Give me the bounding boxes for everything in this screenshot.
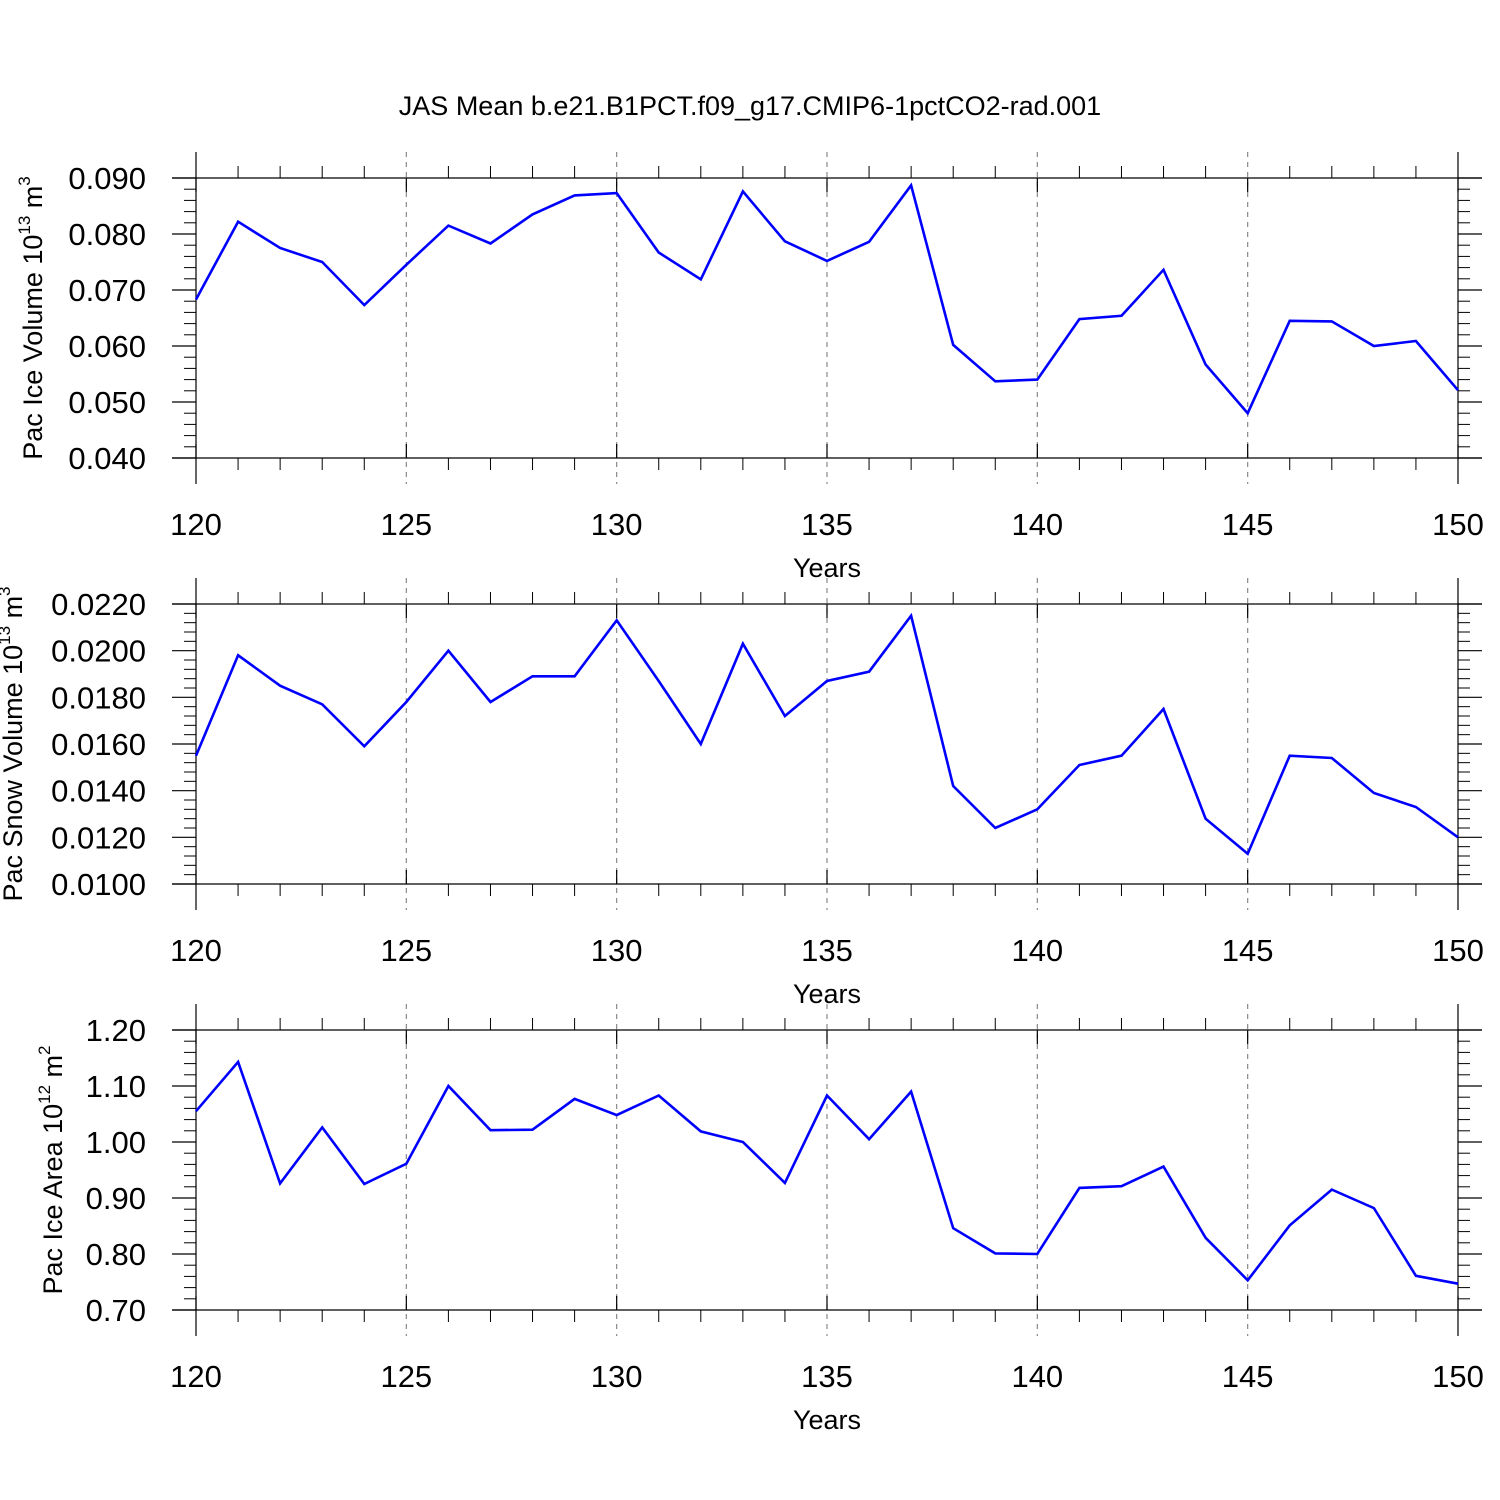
x-tick-label: 150	[1432, 933, 1484, 968]
x-tick-label: 130	[591, 507, 643, 542]
x-tick-label: 145	[1222, 933, 1274, 968]
y-tick-label: 0.0180	[51, 680, 146, 715]
x-tick-label: 140	[1011, 933, 1063, 968]
series-line	[195, 1059, 1459, 1285]
y-tick-label: 0.90	[86, 1181, 146, 1216]
y-tick-label: 0.0220	[51, 587, 146, 622]
x-tick-label: 120	[170, 507, 222, 542]
y-tick-label: 0.090	[68, 161, 146, 196]
chart-panel-3: 0.70 0.80 0.90 1.00 1.10 1.20 120 125 130 135 140 1…	[35, 1004, 1484, 1435]
x-tick-label: 125	[380, 507, 432, 542]
y-tick-label: 0.070	[68, 273, 146, 308]
y-tick-label: 0.080	[68, 217, 146, 252]
y-tick-label: 0.80	[86, 1237, 146, 1272]
chart-panel-2: 0.0100 0.0120 0.0140 0.0160 0.0180 0.0200 0.02…	[0, 578, 1484, 1009]
x-tick-label: 130	[591, 1359, 643, 1394]
y-tick-label: 1.00	[86, 1125, 146, 1160]
x-tick-label: 135	[801, 933, 853, 968]
y-axis-label: Pac Snow Volume 1013 m3	[0, 586, 28, 901]
x-tick-label: 120	[170, 1359, 222, 1394]
series-line	[194, 182, 1459, 416]
x-tick-label: 125	[380, 1359, 432, 1394]
y-tick-label: 0.0160	[51, 727, 146, 762]
x-tick-label: 135	[801, 507, 853, 542]
x-tick-label: 140	[1011, 1359, 1063, 1394]
figure-title: JAS Mean b.e21.B1PCT.f09_g17.CMIP6-1pctC…	[399, 91, 1101, 121]
y-tick-label: 0.060	[68, 329, 146, 364]
y-tick-label: 0.0120	[51, 820, 146, 855]
y-tick-label: 0.0100	[51, 867, 146, 902]
x-tick-label: 150	[1432, 1359, 1484, 1394]
chart-panel-1: 0.040 0.050 0.060 0.070 0.080 0.090 120 125 130 1…	[15, 152, 1484, 583]
y-axis-label: Pac Ice Volume 1013 m3	[15, 176, 48, 460]
x-tick-label: 130	[591, 933, 643, 968]
y-axis-label: Pac Ice Area 1012 m2	[35, 1045, 68, 1294]
x-tick-label: 120	[170, 933, 222, 968]
x-tick-label: 140	[1011, 507, 1063, 542]
x-tick-label: 125	[380, 933, 432, 968]
y-tick-label: 0.040	[68, 441, 146, 476]
y-tick-label: 0.0140	[51, 774, 146, 809]
y-tick-label: 0.70	[86, 1293, 146, 1328]
x-axis-label: Years	[793, 1405, 861, 1435]
x-tick-label: 150	[1432, 507, 1484, 542]
x-tick-label: 145	[1222, 507, 1274, 542]
y-tick-label: 1.20	[86, 1013, 146, 1048]
x-tick-label: 145	[1222, 1359, 1274, 1394]
y-tick-label: 0.0200	[51, 634, 146, 669]
y-tick-label: 0.050	[68, 385, 146, 420]
x-tick-label: 135	[801, 1359, 853, 1394]
y-tick-label: 1.10	[86, 1069, 146, 1104]
